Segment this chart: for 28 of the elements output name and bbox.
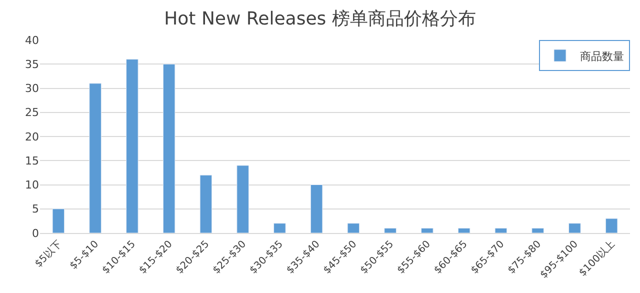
bar	[162, 64, 176, 233]
bar	[274, 223, 286, 233]
chart-title: Hot New Releases 榜单商品价格分布	[164, 8, 476, 30]
y-tick-label: 35	[25, 58, 39, 71]
bar	[568, 223, 581, 233]
bar	[605, 218, 618, 233]
y-tick-label: 10	[25, 178, 39, 192]
bar	[384, 228, 396, 233]
bar	[532, 228, 544, 233]
y-tick-label: 30	[25, 82, 39, 96]
y-tick-label: 0	[32, 226, 39, 240]
bar	[200, 174, 212, 233]
legend-label: 商品数量	[580, 50, 624, 63]
y-tick-label: 25	[25, 106, 39, 120]
y-tick-label: 15	[25, 154, 39, 168]
bar	[494, 228, 508, 233]
y-tick-label: 20	[25, 130, 39, 144]
bar	[89, 83, 102, 233]
y-tick-label: 5	[32, 202, 39, 216]
bar	[421, 228, 434, 233]
bar	[347, 223, 360, 233]
bar	[126, 59, 138, 233]
bar	[236, 165, 249, 233]
bar	[52, 208, 65, 233]
x-tick-label: $5以下	[32, 238, 64, 270]
bar	[458, 228, 470, 233]
bar	[310, 184, 323, 233]
y-tick-label: 40	[25, 34, 39, 47]
